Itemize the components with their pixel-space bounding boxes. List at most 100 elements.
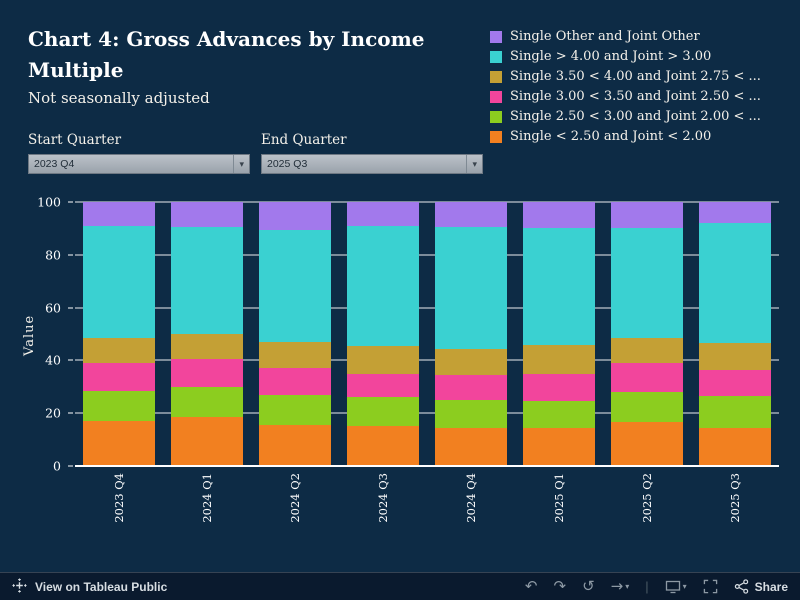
- bar-column: [339, 202, 427, 466]
- bar-segment[interactable]: [83, 421, 155, 466]
- legend-item[interactable]: Single < 2.50 and Joint < 2.00: [490, 129, 790, 145]
- legend-swatch: [490, 51, 502, 64]
- bar-segment[interactable]: [611, 337, 683, 364]
- bar-segment[interactable]: [435, 348, 507, 375]
- bar-segment[interactable]: [83, 337, 155, 364]
- bar-column: [603, 202, 691, 466]
- bar-segment[interactable]: [611, 422, 683, 466]
- bar-segment[interactable]: [259, 368, 331, 395]
- view-on-tableau-link[interactable]: View on Tableau Public: [12, 577, 167, 596]
- x-axis-cell: 2025 Q2: [603, 473, 691, 539]
- bar-segment[interactable]: [611, 202, 683, 229]
- y-tick-label: 80: [45, 247, 61, 263]
- undo-icon[interactable]: ↶: [524, 577, 538, 595]
- legend-item[interactable]: Single > 4.00 and Joint > 3.00: [490, 49, 790, 65]
- legend-item[interactable]: Single Other and Joint Other: [490, 29, 790, 45]
- share-button[interactable]: Share: [734, 579, 788, 594]
- chevron-down-icon[interactable]: ▾: [233, 155, 249, 173]
- legend-item[interactable]: Single 3.00 < 3.50 and Joint 2.50 < ...: [490, 89, 790, 105]
- fullscreen-icon[interactable]: [703, 579, 718, 594]
- stacked-bar: [83, 202, 155, 466]
- bar-segment[interactable]: [347, 202, 419, 226]
- bar-segment[interactable]: [699, 202, 771, 224]
- share-label: Share: [754, 579, 788, 594]
- bar-segment[interactable]: [523, 344, 595, 374]
- legend: Single Other and Joint Other Single > 4.0…: [490, 29, 790, 145]
- bar-segment[interactable]: [347, 345, 419, 374]
- bar-segment[interactable]: [259, 202, 331, 230]
- bar-segment[interactable]: [171, 386, 243, 418]
- bar-segment[interactable]: [83, 363, 155, 391]
- stacked-bar: [699, 202, 771, 466]
- bar-segment[interactable]: [171, 202, 243, 228]
- bar-column: [163, 202, 251, 466]
- bar-segment[interactable]: [611, 228, 683, 338]
- stacked-bar: [611, 202, 683, 466]
- bar-segment[interactable]: [83, 225, 155, 338]
- y-tick-mark: [68, 465, 73, 467]
- chart-subtitle: Not seasonally adjusted: [28, 89, 210, 107]
- bar-segment[interactable]: [611, 363, 683, 393]
- bar-segment[interactable]: [523, 202, 595, 229]
- bar-segment[interactable]: [83, 202, 155, 226]
- toolbar-actions: ↶ ↷ ↺ → ▾ | ▾ Sha: [524, 577, 788, 595]
- bar-segment[interactable]: [259, 394, 331, 426]
- bar-segment[interactable]: [259, 425, 331, 466]
- y-tick-label: 40: [45, 352, 61, 368]
- bar-segment[interactable]: [171, 359, 243, 387]
- end-quarter-dropdown[interactable]: 2025 Q3 ▾: [261, 154, 483, 174]
- bar-segment[interactable]: [699, 343, 771, 370]
- y-tick-label: 0: [53, 458, 61, 474]
- bar-segment[interactable]: [523, 401, 595, 428]
- gridline: [75, 359, 779, 361]
- legend-swatch: [490, 91, 502, 104]
- legend-item[interactable]: Single 2.50 < 3.00 and Joint 2.00 < ...: [490, 108, 790, 125]
- forward-icon[interactable]: → ▾: [610, 577, 630, 595]
- legend-swatch: [490, 71, 502, 84]
- bar-segment[interactable]: [523, 427, 595, 466]
- x-axis-cell: 2024 Q1: [163, 473, 251, 539]
- bar-segment[interactable]: [699, 369, 771, 397]
- bar-column: [75, 202, 163, 466]
- bar-segment[interactable]: [347, 397, 419, 427]
- bar-segment[interactable]: [699, 427, 771, 466]
- download-icon[interactable]: ▾: [665, 580, 687, 594]
- bar-segment[interactable]: [259, 341, 331, 369]
- bar-segment[interactable]: [611, 392, 683, 423]
- bar-segment[interactable]: [699, 396, 771, 428]
- bar-segment[interactable]: [171, 227, 243, 335]
- bar-segment[interactable]: [435, 427, 507, 466]
- gridline: [75, 465, 779, 467]
- legend-label: Single 2.50 < 3.00 and Joint 2.00 < ...: [510, 108, 761, 124]
- chevron-down-icon: ▾: [625, 581, 630, 591]
- bar-segment[interactable]: [347, 225, 419, 346]
- bar-segment[interactable]: [171, 417, 243, 466]
- bar-segment[interactable]: [347, 426, 419, 466]
- bar-column: [691, 202, 779, 466]
- title-block: Chart 4: Gross Advances by Income Multip…: [28, 24, 468, 107]
- legend-label: Single 3.50 < 4.00 and Joint 2.75 < ...: [510, 68, 761, 84]
- bar-segment[interactable]: [523, 373, 595, 402]
- gridline: [75, 201, 779, 203]
- y-tick-mark: [68, 359, 73, 361]
- reset-icon[interactable]: ↺: [582, 577, 595, 595]
- gridline: [75, 412, 779, 414]
- bar-segment[interactable]: [699, 223, 771, 344]
- bar-segment[interactable]: [171, 334, 243, 360]
- bar-segment[interactable]: [435, 202, 507, 228]
- bar-segment[interactable]: [523, 228, 595, 345]
- x-tick-label: 2024 Q4: [464, 473, 478, 523]
- toolbar: View on Tableau Public ↶ ↷ ↺ → ▾ | ▾: [0, 572, 800, 600]
- bar-segment[interactable]: [435, 400, 507, 428]
- start-quarter-dropdown[interactable]: 2023 Q4 ▾: [28, 154, 250, 174]
- bar-segment[interactable]: [435, 227, 507, 349]
- bar-segment[interactable]: [259, 229, 331, 342]
- end-quarter-filter: End Quarter 2025 Q3 ▾: [261, 132, 483, 174]
- bar-segment[interactable]: [83, 390, 155, 422]
- redo-icon[interactable]: ↷: [553, 577, 567, 595]
- y-tick-mark: [68, 412, 73, 414]
- legend-item[interactable]: Single 3.50 < 4.00 and Joint 2.75 < ...: [490, 68, 790, 85]
- bar-segment[interactable]: [347, 373, 419, 398]
- bar-segment[interactable]: [435, 374, 507, 401]
- chevron-down-icon[interactable]: ▾: [466, 155, 482, 173]
